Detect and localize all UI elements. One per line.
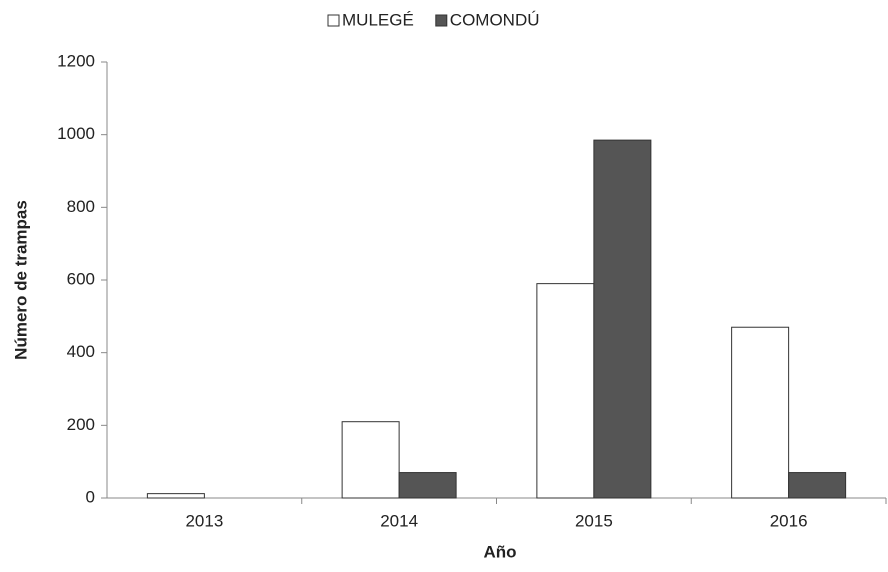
y-tick-label: 800 (67, 197, 95, 216)
bar (398, 472, 457, 499)
bar (788, 472, 847, 499)
legend-swatch (327, 14, 340, 27)
bar (593, 139, 652, 499)
bar (146, 493, 205, 499)
y-tick-label: 400 (67, 342, 95, 361)
x-tick-label: 2014 (380, 511, 418, 530)
y-tick-label: 1000 (57, 124, 95, 143)
legend-label: MULEGÉ (342, 10, 414, 29)
x-tick-label: 2016 (770, 511, 808, 530)
legend-label: COMONDÚ (450, 10, 540, 29)
y-axis-title: Número de trampas (11, 200, 30, 360)
x-axis-title: Año (483, 542, 516, 561)
x-tick-label: 2013 (185, 511, 223, 530)
bar (731, 326, 790, 499)
y-tick-label: 0 (86, 487, 95, 506)
y-tick-label: 200 (67, 415, 95, 434)
y-tick-label: 600 (67, 269, 95, 288)
bar (341, 421, 400, 499)
bar (536, 283, 595, 499)
y-tick-label: 1200 (57, 51, 95, 70)
legend-swatch (435, 14, 448, 27)
x-tick-label: 2015 (575, 511, 613, 530)
